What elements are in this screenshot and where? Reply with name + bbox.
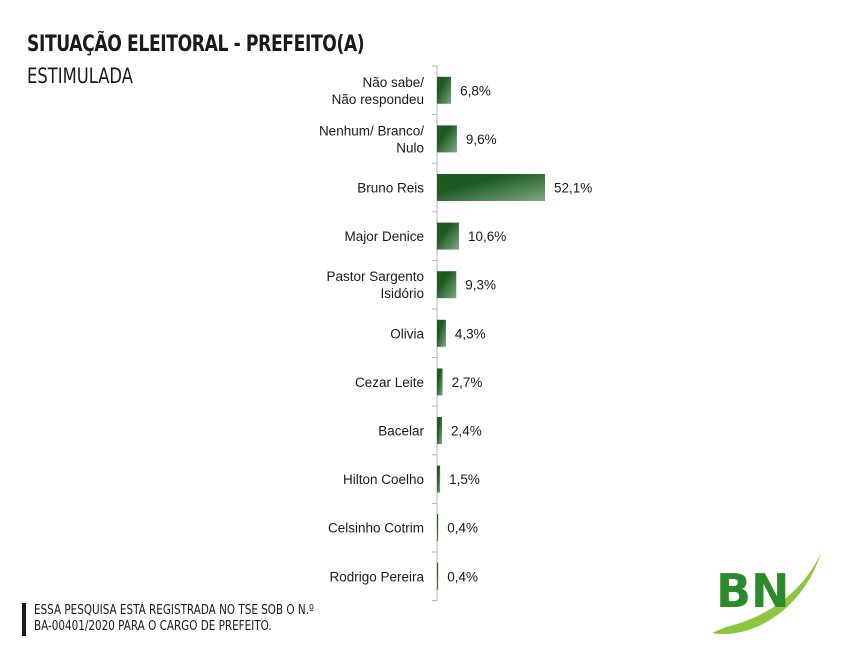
data-label: 0,4% — [447, 521, 478, 536]
bar — [437, 76, 452, 104]
data-label: 10,6% — [468, 229, 506, 244]
data-label: 2,4% — [451, 424, 482, 439]
category-label: Nenhum/ Branco/ — [319, 123, 424, 138]
category-label: Nulo — [396, 140, 424, 155]
bar — [437, 222, 459, 250]
data-label: 6,8% — [460, 83, 491, 98]
category-label: Major Denice — [344, 229, 424, 244]
category-label: Bruno Reis — [357, 181, 424, 196]
logo-swoosh — [712, 553, 821, 635]
category-label: Celsinho Cotrim — [328, 521, 424, 536]
chart-title: SITUAÇÃO ELEITORAL - PREFEITO(A) — [27, 32, 365, 57]
bar — [437, 368, 443, 396]
bar — [437, 125, 457, 153]
bar — [437, 562, 439, 590]
category-label: Hilton Coelho — [343, 472, 424, 487]
chart-subtitle: ESTIMULADA — [27, 64, 133, 88]
bar — [437, 319, 446, 347]
data-label: 4,3% — [455, 326, 486, 341]
category-label: Rodrigo Pereira — [329, 569, 424, 584]
data-label: 9,3% — [465, 278, 496, 293]
bar — [437, 465, 441, 493]
bn-logo: BN — [712, 553, 821, 635]
bar — [437, 417, 442, 444]
data-label: 2,7% — [452, 375, 483, 390]
category-label: Pastor Sargento — [326, 269, 424, 284]
category-label: Isidório — [380, 286, 424, 301]
logo-text: BN — [716, 564, 790, 618]
footnote-line-1: ESSA PESQUISA ESTÁ REGISTRADA NO TSE SOB… — [34, 603, 314, 618]
category-label: Não sabe/ — [362, 75, 424, 90]
category-label: Bacelar — [378, 424, 424, 439]
data-label: 9,6% — [466, 132, 497, 147]
category-label: Cezar Leite — [355, 375, 424, 390]
bar — [437, 271, 457, 299]
bar — [437, 174, 545, 201]
data-label: 0,4% — [447, 569, 478, 584]
data-label: 1,5% — [449, 472, 480, 487]
bar — [437, 514, 439, 542]
data-label: 52,1% — [554, 181, 592, 196]
footnote: ESSA PESQUISA ESTÁ REGISTRADA NO TSE SOB… — [22, 603, 384, 636]
footnote-line-2: BA-00401/2020 PARA O CARGO DE PREFEITO. — [34, 619, 272, 634]
category-label: Olivia — [390, 326, 424, 341]
category-label: Não respondeu — [332, 92, 424, 107]
